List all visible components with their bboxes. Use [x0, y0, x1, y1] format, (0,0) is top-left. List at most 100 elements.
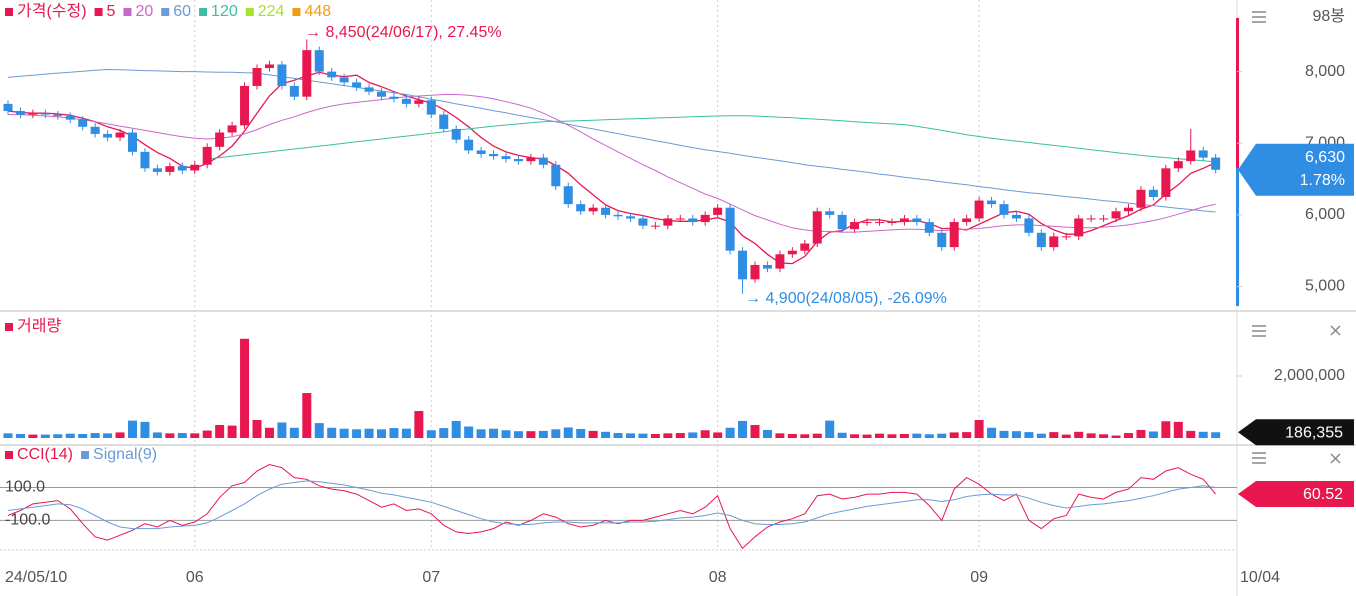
candle-body: [464, 139, 474, 151]
legend-swatch: [245, 8, 254, 16]
candle-body: [53, 114, 63, 117]
candle-body: [90, 126, 100, 134]
candle-body: [1061, 236, 1071, 238]
moving-average: [207, 115, 1216, 163]
volume-bar: [302, 393, 312, 438]
candle-body: [1124, 207, 1133, 212]
candle-body: [15, 111, 25, 115]
menu-icon[interactable]: [1252, 325, 1266, 337]
candle-body: [28, 113, 38, 115]
volume-bar: [513, 431, 523, 438]
volume-bar: [576, 429, 586, 438]
price-accent: [1236, 168, 1239, 306]
volume-bar: [377, 429, 386, 438]
volume-bar: [140, 421, 150, 438]
menu-icon[interactable]: [1252, 11, 1266, 23]
volume-bar: [314, 423, 324, 438]
volume-bar: [588, 430, 598, 438]
volume-bar: [451, 420, 461, 438]
volume-bar: [339, 428, 349, 438]
legend-swatch: [161, 8, 170, 16]
last-price: 6,630: [1305, 149, 1345, 166]
candle-body: [713, 207, 723, 215]
volume-bar: [738, 420, 748, 438]
volume-bar: [252, 420, 262, 438]
candle-body: [302, 50, 312, 97]
volume-bar: [426, 430, 436, 438]
volume-bar: [1198, 431, 1208, 438]
last-change: 1.78%: [1300, 172, 1345, 189]
candle-body: [501, 156, 511, 160]
volume-bar: [837, 432, 847, 438]
candle-body: [538, 157, 548, 165]
candle-body: [1136, 189, 1146, 208]
volume-bar: [650, 433, 660, 438]
candle-body: [912, 218, 922, 223]
price-accent: [1236, 18, 1239, 168]
volume-bar: [899, 433, 909, 438]
candle-body: [103, 133, 113, 138]
volume-bar: [538, 430, 548, 438]
candle-body: [875, 222, 884, 224]
candle-body: [750, 265, 760, 280]
candle-body: [576, 204, 586, 212]
volume-bar: [1049, 432, 1059, 438]
volume-bar: [937, 433, 947, 438]
close-icon[interactable]: [1330, 325, 1341, 336]
legend-swatch: [5, 323, 13, 331]
candle-body: [613, 214, 623, 217]
candle-body: [1086, 218, 1096, 220]
candle-body: [787, 250, 797, 255]
volume-bar: [190, 433, 200, 438]
candle-body: [1074, 218, 1084, 237]
volume-bar: [825, 420, 835, 438]
volume-bar: [28, 434, 38, 438]
volume-bar: [987, 427, 997, 438]
legend-label: 5: [107, 3, 116, 20]
candle-body: [924, 222, 934, 233]
candle-body: [738, 250, 748, 280]
x-tick-label: 07: [422, 569, 440, 586]
legend-label: 224: [258, 3, 285, 20]
volume-bar: [439, 428, 449, 438]
volume-bar: [663, 433, 673, 438]
last-volume: 186,355: [1285, 424, 1343, 441]
candle-body: [190, 164, 200, 171]
close-icon[interactable]: [1330, 453, 1341, 464]
volume-bar: [1161, 421, 1171, 438]
volume-bar: [638, 433, 648, 438]
candle-body: [1024, 218, 1034, 233]
volume-bar: [476, 429, 486, 438]
candle-body: [140, 151, 150, 169]
volume-bar: [563, 427, 573, 438]
candle-body: [962, 218, 972, 223]
candle-body: [1036, 232, 1046, 248]
candle-body: [974, 200, 984, 219]
candle-body: [887, 222, 897, 224]
y-tick-label: 5,000: [1305, 278, 1345, 295]
candle-body: [987, 200, 997, 205]
indicator-line: [7, 480, 1216, 530]
candle-body: [1099, 218, 1109, 220]
x-tick-label: 06: [186, 569, 204, 586]
volume-bar: [912, 433, 922, 438]
volume-bar: [414, 411, 424, 438]
volume-bar: [1173, 421, 1183, 438]
last-volume-box: [1238, 419, 1354, 446]
menu-icon[interactable]: [1252, 452, 1266, 464]
y-tick-label: 8,000: [1305, 63, 1345, 80]
volume-bar: [65, 433, 75, 438]
volume-bar: [1124, 433, 1133, 438]
candle-body: [202, 146, 212, 165]
volume-bar: [850, 434, 860, 438]
volume-bar: [202, 430, 212, 438]
volume-bar: [750, 424, 760, 438]
volume-bar: [526, 431, 536, 438]
volume-bar: [1099, 434, 1109, 438]
volume-bar: [949, 432, 959, 438]
volume-bar: [613, 433, 623, 438]
volume-bar: [1024, 432, 1034, 438]
candle-body: [1198, 150, 1208, 158]
volume-bar: [115, 432, 125, 438]
